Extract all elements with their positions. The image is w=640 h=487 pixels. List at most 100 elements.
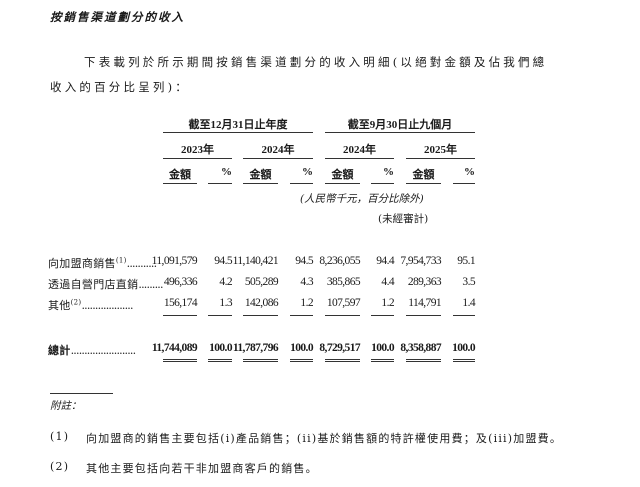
subtotal-rule (290, 315, 313, 316)
row-label-text: 透過自營門店直銷 (48, 278, 139, 291)
table-cell: 496,336 (163, 276, 198, 288)
table-cell: 94.5 (295, 255, 313, 267)
table-cell: 95.1 (457, 255, 475, 267)
table-cell: 107,597 (326, 297, 361, 309)
double-rule (290, 359, 313, 362)
table-cell: 4.2 (219, 276, 232, 288)
year-header: 2025年 (424, 144, 457, 156)
total-cell: 100.0 (290, 342, 313, 354)
note-2-text: 其他主要包括向若干非加盟商客戶的銷售。 (86, 462, 318, 475)
year-header: 2023年 (181, 144, 214, 156)
divider (406, 158, 475, 159)
total-cell: 100.0 (209, 342, 232, 354)
table-cell: 4.4 (381, 276, 394, 288)
table-cell: 94.5 (214, 255, 232, 267)
table-cell: 114,791 (408, 297, 441, 309)
period-header-year: 截至12月31日止年度 (188, 119, 288, 131)
total-cell: 11,744,089 (151, 342, 198, 354)
subtotal-rule (163, 315, 197, 316)
double-rule (163, 359, 197, 362)
double-rule (453, 359, 475, 362)
period-header-nine-months: 截至9月30日止九個月 (347, 119, 453, 131)
total-cell: 8,729,517 (319, 342, 360, 354)
section-title: 按銷售渠道劃分的收入 (50, 10, 185, 24)
subtotal-rule (208, 315, 232, 316)
percent-header: % (221, 166, 232, 178)
double-rule (243, 359, 278, 362)
leader-dots: ................... (81, 299, 133, 312)
subtotal-rule (453, 315, 475, 316)
table-cell: 142,086 (244, 297, 279, 309)
footnote-ref: (2) (70, 298, 82, 307)
subtotal-rule (371, 315, 394, 316)
divider (243, 183, 278, 184)
divider (243, 158, 313, 159)
table-cell: 94.4 (376, 255, 394, 267)
table-cell: 3.5 (462, 276, 475, 288)
table-cell: 385,865 (326, 276, 361, 288)
total-label: 總計........................ (48, 342, 137, 358)
table-cell: 1.2 (381, 297, 394, 309)
note-1-marker: (1) (50, 430, 70, 443)
percent-header: % (383, 166, 394, 178)
subtotal-rule (406, 315, 441, 316)
total-dots: ........................ (70, 344, 137, 357)
amount-header: 金額 (331, 169, 354, 181)
table-cell: 156,174 (163, 297, 198, 309)
note-2-marker: (2) (50, 460, 70, 473)
notes-heading: 附註： (50, 400, 82, 412)
intro-line-1: 下表載列於所示期間按銷售渠道劃分的收入明細(以絕對金額及佔我們總 (84, 55, 548, 69)
year-header: 2024年 (261, 144, 295, 156)
double-rule (406, 359, 441, 362)
divider (208, 183, 232, 184)
total-cell: 100.0 (452, 342, 475, 354)
amount-header: 金額 (169, 169, 191, 181)
note-1-text: 向加盟商的銷售主要包括(i)產品銷售；(ii)基於銷售額的特許權使用費；及(ii… (86, 432, 563, 445)
divider (290, 183, 313, 184)
table-cell: 11,140,421 (232, 255, 279, 267)
footnote-ref: (1) (115, 256, 127, 265)
divider (163, 132, 313, 133)
divider (325, 132, 475, 133)
row-label: 透過自營門店直銷......... (48, 276, 163, 292)
total-cell: 8,358,887 (400, 342, 441, 354)
table-cell: 7,954,733 (400, 255, 441, 267)
amount-header: 金額 (249, 169, 272, 181)
row-label-text: 向加盟商銷售 (48, 257, 116, 270)
year-header: 2024年 (343, 144, 376, 156)
row-label: 其他(2)................... (48, 297, 133, 313)
table-cell: 1.2 (300, 297, 313, 309)
subtotal-rule (325, 315, 360, 316)
amount-header: 金額 (412, 169, 435, 181)
double-rule (208, 359, 232, 362)
footnote-rule (50, 393, 113, 394)
row-label-text: 其他 (48, 299, 71, 312)
divider (325, 183, 360, 184)
divider (163, 183, 197, 184)
table-cell: 505,289 (244, 276, 279, 288)
subtotal-rule (243, 315, 278, 316)
double-rule (371, 359, 394, 362)
table-cell: 289,363 (407, 276, 442, 288)
percent-header: % (302, 166, 313, 178)
divider (371, 183, 394, 184)
percent-header: % (464, 166, 475, 178)
total-label-text: 總計 (48, 344, 71, 357)
divider (406, 183, 441, 184)
unaudited-note: (未經審計) (378, 213, 429, 225)
table-cell: 1.4 (462, 297, 475, 309)
total-cell: 11,787,796 (232, 342, 279, 354)
double-rule (325, 359, 360, 362)
divider (453, 183, 475, 184)
table-cell: 11,091,579 (151, 255, 198, 267)
total-cell: 100.0 (371, 342, 394, 354)
table-cell: 8,236,055 (319, 255, 360, 267)
divider (163, 158, 232, 159)
row-label: 向加盟商銷售(1)........... (48, 255, 157, 271)
table-cell: 1.3 (219, 297, 232, 309)
divider (325, 158, 394, 159)
leader-dots: ......... (138, 278, 163, 291)
leader-dots: ........... (126, 257, 157, 270)
intro-line-2: 收入的百分比呈列)： (50, 80, 190, 94)
